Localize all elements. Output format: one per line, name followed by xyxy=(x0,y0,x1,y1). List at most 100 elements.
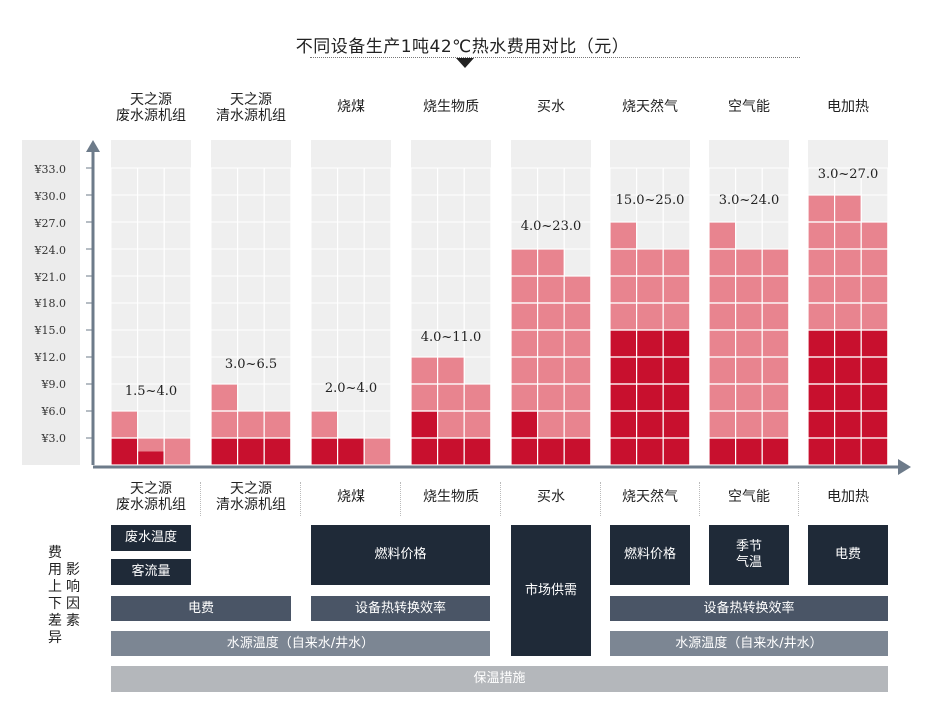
bottom-category-label: 烧天然气 xyxy=(622,489,678,505)
bar-segment-outline xyxy=(860,221,889,250)
column-divider xyxy=(300,482,301,516)
bar-dark xyxy=(111,438,138,465)
range-label: 3.0~6.5 xyxy=(224,357,278,372)
bar-light xyxy=(164,438,191,465)
bar-dark xyxy=(834,330,862,465)
factor-passenger-flow: 客流量 xyxy=(111,559,191,585)
bar-grid-cell xyxy=(860,167,889,196)
y-tick-label: ¥21.0 xyxy=(34,271,67,284)
factor-heat-efficiency: 设备热转换效率 xyxy=(311,596,490,621)
y-tick-label: ¥27.0 xyxy=(34,217,67,230)
bar-dark xyxy=(211,438,238,465)
y-tick-label: ¥9.0 xyxy=(41,378,67,391)
bar-dark xyxy=(537,438,565,465)
bar-dark xyxy=(464,438,491,465)
factor-market-supply: 市场供需 xyxy=(511,525,591,656)
bottom-category-label: 买水 xyxy=(537,489,565,505)
bar-dark xyxy=(437,438,465,465)
bar-dark xyxy=(808,330,835,465)
y-tick-label: ¥24.0 xyxy=(34,244,67,257)
factor-electricity-fee: 电费 xyxy=(111,596,291,621)
top-category-label: 买水 xyxy=(537,99,565,115)
column-divider xyxy=(798,482,799,516)
range-label: 4.0~11.0 xyxy=(420,330,482,345)
x-axis-arrow-icon xyxy=(898,459,911,475)
bar-dark xyxy=(610,330,637,465)
bar-dark xyxy=(237,438,265,465)
bar-segment-outline xyxy=(662,248,691,277)
bar-dark xyxy=(636,330,664,465)
bottom-category-label: 电加热 xyxy=(827,489,869,505)
factor-heat-efficiency-right: 设备热转换效率 xyxy=(610,596,888,621)
bottom-category-label: 天之源 废水源机组 xyxy=(116,481,186,513)
chart-title: 不同设备生产1吨42℃热水费用对比（元） xyxy=(295,37,630,57)
bar-light xyxy=(564,276,591,465)
bar-grid-cell xyxy=(563,167,592,196)
top-category-label: 天之源 废水源机组 xyxy=(116,92,186,124)
column-divider xyxy=(500,482,501,516)
top-category-label: 烧天然气 xyxy=(622,99,678,115)
y-tick-label: ¥12.0 xyxy=(34,351,67,364)
column-divider xyxy=(600,482,601,516)
y-tick-label: ¥18.0 xyxy=(34,297,67,310)
bar-segment-outline xyxy=(163,437,192,466)
bar-segment-outline xyxy=(363,437,392,466)
top-category-label: 天之源 清水源机组 xyxy=(216,92,286,124)
bar-segment-outline xyxy=(563,275,592,304)
bottom-category-label: 烧生物质 xyxy=(423,489,479,505)
bottom-category-label: 烧煤 xyxy=(337,489,365,505)
factor-section-title: 费 用 上 下 差 异 影 响 因 素 xyxy=(48,545,80,646)
top-category-label: 空气能 xyxy=(728,99,770,115)
bar-dark xyxy=(762,438,789,465)
bar-dark xyxy=(564,438,591,465)
column-divider xyxy=(699,482,700,516)
bar-chart-canvas xyxy=(86,140,911,475)
factor-fuel-price-gas: 燃料价格 xyxy=(610,525,690,585)
column-divider xyxy=(200,482,201,516)
title-underline xyxy=(310,57,800,58)
bar-dark xyxy=(137,451,165,465)
factor-insulation: 保温措施 xyxy=(111,666,888,692)
bottom-category-label: 天之源 清水源机组 xyxy=(216,481,286,513)
bar-segment-outline xyxy=(310,410,339,439)
bar-grid-cell xyxy=(363,167,392,196)
bottom-category-label: 空气能 xyxy=(728,489,770,505)
bar-light xyxy=(709,222,736,465)
bar-dark xyxy=(311,438,338,465)
factor-season-temp: 季节 气温 xyxy=(709,525,789,585)
bar-dark xyxy=(735,438,763,465)
y-axis-panel xyxy=(22,140,80,465)
bar-dark xyxy=(337,438,365,465)
bar-segment-outline xyxy=(609,221,638,250)
factor-fuel-price: 燃料价格 xyxy=(311,525,490,585)
bar-grid-cell xyxy=(662,167,691,196)
bar-segment-outline xyxy=(263,410,292,439)
bar-segment-outline xyxy=(210,383,239,412)
range-label: 1.5~4.0 xyxy=(124,384,178,399)
bar-segment-outline xyxy=(761,248,790,277)
bar-dark xyxy=(264,438,291,465)
y-tick-label: ¥6.0 xyxy=(41,405,67,418)
y-tick-label: ¥3.0 xyxy=(41,432,67,445)
bar-grid-cell xyxy=(263,167,292,196)
bar-light xyxy=(364,438,391,465)
y-tick-label: ¥30.0 xyxy=(34,190,67,203)
range-label: 4.0~23.0 xyxy=(520,219,582,234)
factor-waste-water-temp: 废水温度 xyxy=(111,525,191,551)
top-category-label: 烧煤 xyxy=(337,99,365,115)
range-label: 3.0~27.0 xyxy=(817,167,879,182)
factor-electricity-fee-heater: 电费 xyxy=(808,525,888,585)
range-label: 15.0~25.0 xyxy=(615,193,685,208)
bar-dark xyxy=(709,438,736,465)
y-tick-label: ¥15.0 xyxy=(34,324,67,337)
top-category-label: 电加热 xyxy=(827,99,869,115)
top-category-label: 烧生物质 xyxy=(423,99,479,115)
bar-segment-outline xyxy=(833,194,862,223)
bar-dark xyxy=(861,330,888,465)
bar-segment-outline xyxy=(536,248,565,277)
bar-segment-outline xyxy=(110,410,139,439)
range-label: 3.0~24.0 xyxy=(718,193,780,208)
bar-dark xyxy=(663,330,690,465)
factor-water-source-temp: 水源温度（自来水/井水） xyxy=(111,631,490,656)
y-tick-label: ¥33.0 xyxy=(34,163,67,176)
